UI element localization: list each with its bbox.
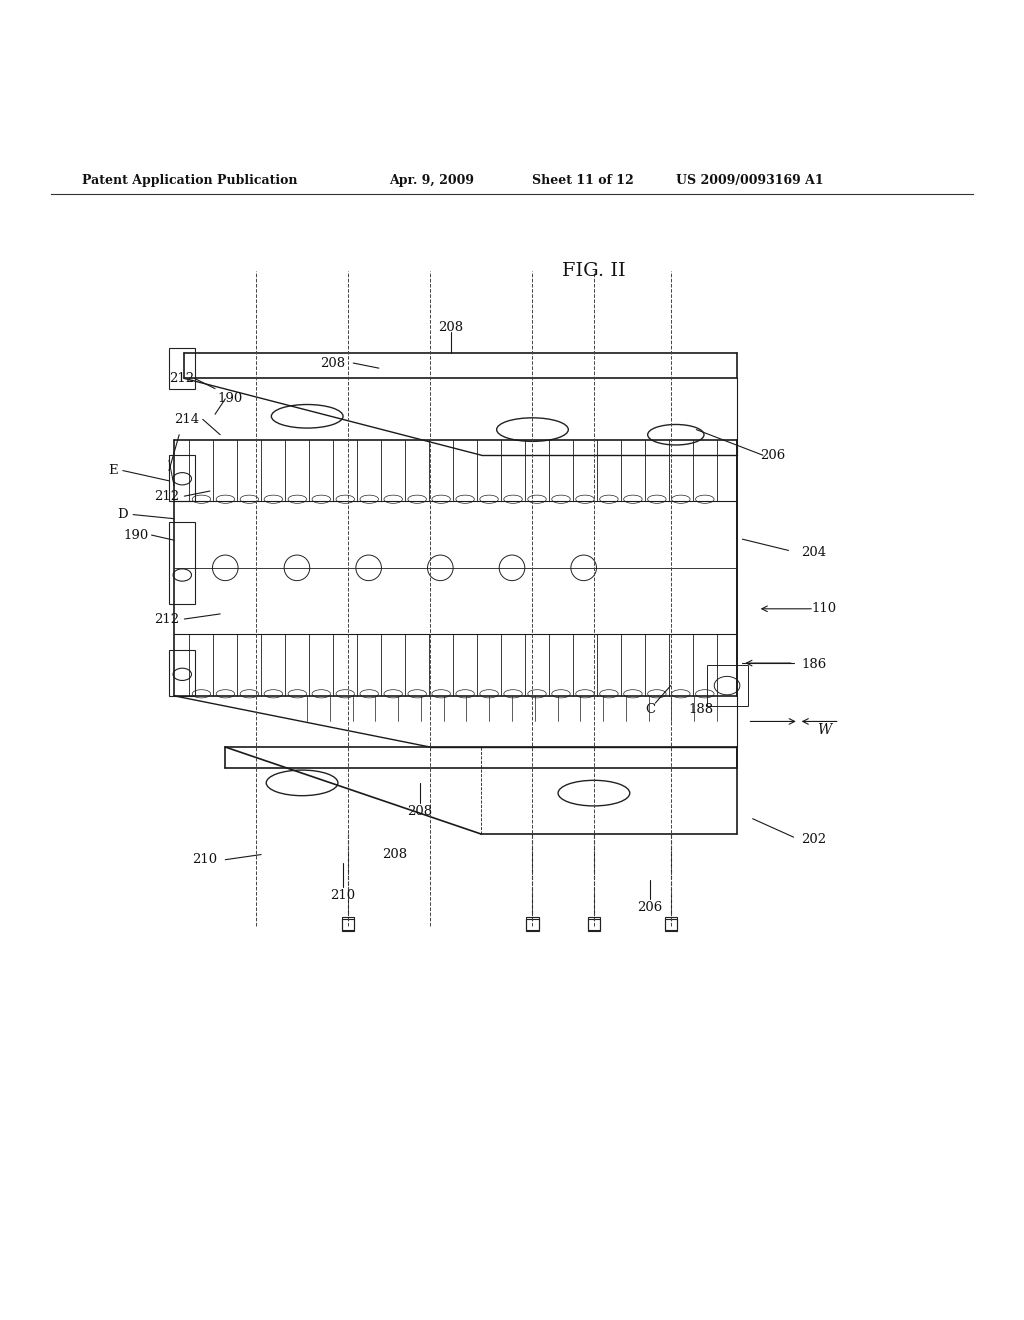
Bar [169,521,195,603]
Text: 202: 202 [802,833,826,846]
Text: 210: 210 [331,890,355,902]
Text: 186: 186 [802,657,826,671]
Bar [342,919,354,932]
Bar [342,917,354,931]
Bar [169,649,195,696]
Bar [526,919,539,932]
Text: C: C [645,702,655,715]
Text: 208: 208 [408,805,432,818]
Bar [707,665,748,706]
Text: 212: 212 [154,490,179,503]
Text: W: W [817,722,831,737]
Text: 190: 190 [218,392,243,405]
Text: 206: 206 [638,902,663,915]
Text: D: D [118,508,128,521]
Text: 208: 208 [321,356,345,370]
Bar [169,455,195,502]
Text: 212: 212 [169,372,195,385]
Bar [665,917,677,931]
Text: 110: 110 [812,602,837,615]
Text: 206: 206 [761,449,785,462]
Bar [588,919,600,932]
Bar [169,347,195,388]
Text: Apr. 9, 2009: Apr. 9, 2009 [389,174,474,187]
Text: Patent Application Publication: Patent Application Publication [82,174,297,187]
Text: 188: 188 [689,702,714,715]
Text: 204: 204 [802,546,826,558]
Text: 214: 214 [174,413,200,426]
Text: 208: 208 [438,321,463,334]
Text: 210: 210 [193,853,217,866]
Text: 208: 208 [382,847,407,861]
Bar [588,917,600,931]
Text: US 2009/0093169 A1: US 2009/0093169 A1 [676,174,823,187]
Text: 212: 212 [154,612,179,626]
Bar [526,917,539,931]
Text: 190: 190 [123,528,148,541]
Text: Sheet 11 of 12: Sheet 11 of 12 [532,174,634,187]
Text: FIG. II: FIG. II [562,261,626,280]
Bar [665,919,677,932]
Text: E: E [109,465,118,477]
